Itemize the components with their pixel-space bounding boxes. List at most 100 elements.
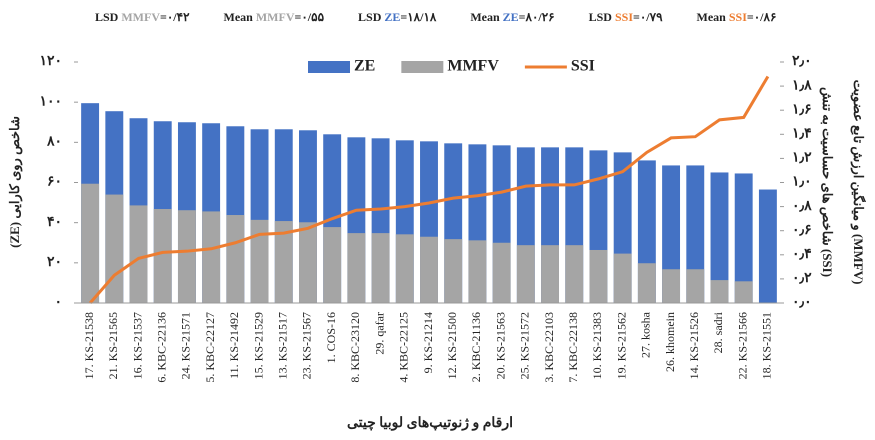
x-tick-label: 2. KBC-21136 [469, 312, 483, 382]
bar [347, 233, 366, 303]
y2-tick-label: ۰٫۶ [792, 223, 812, 238]
x-tick-label: 28. sadri [711, 311, 725, 353]
y-tick-label: ۱۰۰ [39, 94, 62, 109]
stat-value: =۰/۵۵ [295, 10, 325, 24]
bar [274, 221, 293, 303]
stat-series: MMFV [256, 10, 295, 24]
bar [444, 239, 463, 303]
bar [734, 173, 753, 303]
y2-axis-label: و میانگین ارزش تابع عضویت (MMFV) [850, 80, 867, 285]
x-axis-label: ارقام و ژنوتیپ‌های لوبیا چیتی [347, 416, 513, 431]
x-tick-label: 15. KS-21529 [251, 312, 265, 379]
bar [250, 219, 269, 303]
stat-value: =۰/۷۹ [633, 10, 663, 24]
legend-label: MMFV [447, 58, 499, 75]
y-tick-label: ۶۰ [47, 175, 62, 190]
bar [565, 245, 584, 303]
bar [371, 233, 390, 303]
bar [710, 172, 729, 303]
bar [177, 210, 196, 303]
y-tick-label: ۱۲۰ [39, 54, 62, 69]
x-tick-label: 19. KS-21562 [614, 312, 628, 379]
bar [299, 222, 317, 303]
x-tick-label: 1. COS-16 [324, 312, 338, 363]
y2-tick-label: ۲٫۰ [792, 54, 812, 69]
bar [662, 269, 681, 303]
stat-series: ZE [384, 10, 400, 24]
bar [226, 215, 245, 303]
x-tick-label: 4. KBC-22125 [397, 312, 411, 383]
x-tick-label: 9. KS-21214 [421, 312, 435, 373]
x-tick-label: 6. KBC-22136 [154, 312, 168, 383]
x-tick-label: 7. KBC-22138 [566, 312, 580, 383]
bar [153, 209, 172, 303]
x-tick-label: 8. KBC-23120 [348, 312, 362, 383]
y2-tick-label: ۰٫۸ [792, 199, 812, 214]
header-stat: LSD SSI=۰/۷۹ [589, 10, 663, 24]
bar [492, 242, 511, 303]
x-tick-label: 11. KS-21492 [227, 312, 241, 379]
x-tick-label: 10. KS-21383 [590, 312, 604, 379]
bar [468, 240, 487, 303]
y-tick-label: ۸۰ [46, 135, 62, 150]
bar [710, 280, 729, 303]
y-tick-label: ۴۰ [47, 215, 62, 230]
header-stat: LSD ZE=۱۸/۱۸ [358, 10, 437, 24]
bar [613, 253, 632, 303]
y2-tick-label: ۱٫۸ [792, 78, 812, 93]
y2-tick-label: ۱٫۶ [792, 102, 812, 117]
stat-name: Mean [224, 10, 254, 24]
bar [758, 189, 777, 303]
stat-series: ZE [503, 10, 519, 24]
bar [202, 211, 221, 303]
y-tick-label: ۰ [54, 295, 62, 310]
x-tick-label: 21. KS-21565 [106, 312, 120, 379]
header-stat: Mean ZE=۸۰/۲۶ [470, 10, 554, 24]
bar [395, 234, 414, 303]
legend-label: SSI [571, 58, 595, 75]
stat-value: =۱۸/۱۸ [400, 10, 437, 24]
x-tick-label: 13. KS-21517 [276, 312, 290, 379]
stat-name: LSD [589, 10, 613, 24]
x-tick-label: 25. KS-21572 [518, 312, 532, 379]
x-tick-label: 14. KS-21526 [687, 312, 701, 379]
bar [81, 183, 100, 303]
stat-name: LSD [358, 10, 382, 24]
legend-swatch [308, 61, 350, 73]
x-tick-label: 23. KS-21567 [300, 312, 314, 379]
bar [420, 236, 438, 303]
stat-series: MMFV [121, 10, 160, 24]
bar [662, 165, 681, 303]
x-tick-label: 20. KS-21563 [493, 312, 507, 379]
x-tick-label: 3. KBC-22103 [542, 312, 556, 383]
bar [516, 245, 535, 303]
stat-value: =۸۰/۲۶ [519, 10, 555, 24]
bar [686, 269, 705, 303]
bar [734, 281, 753, 303]
stat-name: LSD [95, 10, 119, 24]
y2-tick-label: ۰٫۲ [792, 271, 812, 286]
x-tick-label: 5. KBC-22127 [203, 312, 217, 383]
x-tick-label: 29. qafar [372, 312, 386, 355]
y2-tick-label: ۰٫۰ [792, 295, 812, 310]
header-stat: LSD MMFV=۰/۴۲ [95, 10, 190, 24]
stat-series: SSI [615, 10, 633, 24]
stat-value: =۰/۴۲ [160, 10, 190, 24]
line [88, 75, 770, 304]
x-tick-label: 17. KS-21538 [82, 312, 96, 379]
legend-swatch [401, 61, 444, 73]
y2-tick-label: ۰٫۴ [792, 247, 812, 262]
y2-tick-label: ۱٫۰ [792, 175, 812, 190]
y-axis-label: (ZE) شاخص روی کارایی [7, 116, 23, 248]
header-stat: Mean MMFV=۰/۵۵ [224, 10, 325, 24]
x-tick-label: 24. KS-21571 [179, 312, 193, 379]
bar [589, 249, 608, 303]
bar [637, 263, 656, 303]
x-tick-label: 26. khomein [663, 312, 677, 372]
x-tick-label: 18. KS-21551 [760, 312, 774, 379]
bar [129, 205, 148, 303]
bar [541, 245, 559, 303]
bar [323, 227, 342, 303]
x-tick-label: 16. KS-21537 [130, 312, 144, 379]
